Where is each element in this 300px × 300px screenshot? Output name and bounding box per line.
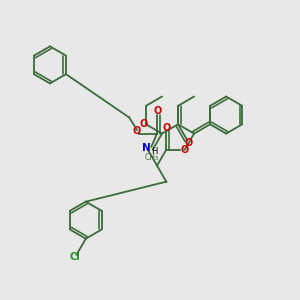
Text: O: O: [162, 123, 170, 133]
Text: O: O: [180, 145, 188, 154]
Text: Cl: Cl: [69, 252, 80, 262]
Text: O: O: [140, 119, 148, 129]
Text: O: O: [132, 126, 140, 136]
Text: N: N: [142, 142, 151, 152]
Text: CH₃: CH₃: [145, 153, 159, 162]
Text: O: O: [154, 106, 162, 116]
Text: O: O: [184, 138, 193, 148]
Text: H: H: [151, 147, 158, 156]
